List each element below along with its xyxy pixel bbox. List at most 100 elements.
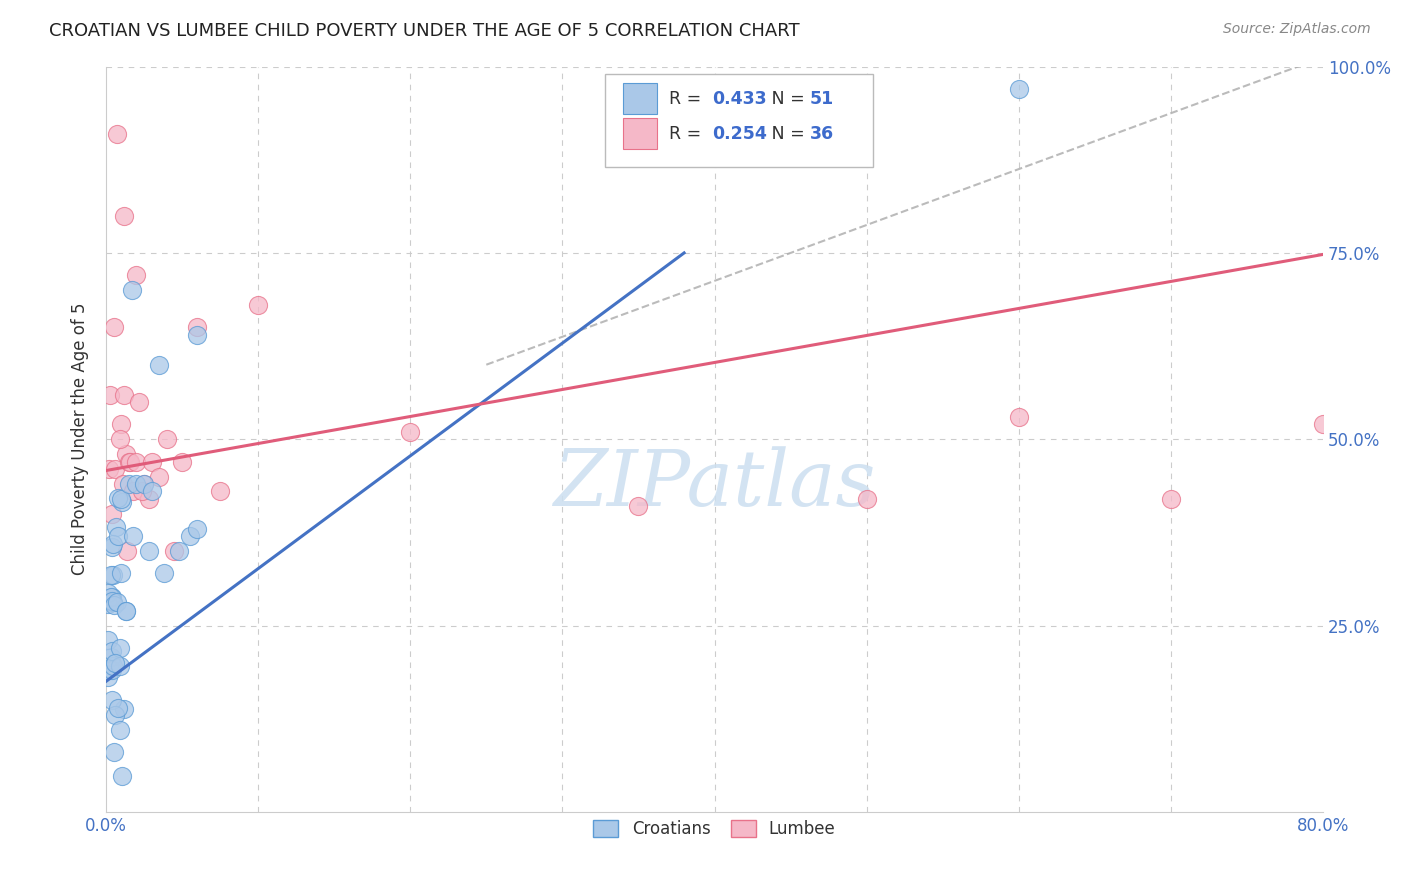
Point [148, 469, 170, 483]
Point [107, 529, 129, 543]
Point [125, 454, 148, 468]
Point [108, 658, 131, 673]
Point [108, 432, 131, 446]
Point [110, 495, 132, 509]
Point [138, 491, 160, 506]
Point [118, 454, 141, 468]
Point [104, 520, 127, 534]
Point [97, 462, 120, 476]
Point [186, 522, 208, 536]
Point [141, 484, 163, 499]
Point [100, 567, 122, 582]
Point [167, 544, 190, 558]
Point [103, 745, 125, 759]
Text: N =: N = [755, 90, 810, 108]
Point [627, 500, 650, 514]
Text: 36: 36 [810, 125, 834, 143]
Text: CROATIAN VS LUMBEE CHILD POVERTY UNDER THE AGE OF 5 CORRELATION CHART: CROATIAN VS LUMBEE CHILD POVERTY UNDER T… [49, 22, 800, 40]
Point [101, 507, 124, 521]
Point [247, 298, 270, 312]
Point [103, 598, 125, 612]
Text: 0.254: 0.254 [711, 125, 766, 143]
Point [110, 566, 132, 581]
Point [121, 283, 143, 297]
Point [132, 477, 155, 491]
Legend: Croatians, Lumbee: Croatians, Lumbee [586, 813, 842, 845]
Point [125, 268, 148, 283]
Point [100, 387, 122, 401]
Bar [623, 118, 658, 149]
Point [112, 387, 135, 401]
Point [104, 462, 127, 476]
FancyBboxPatch shape [605, 74, 873, 167]
Point [110, 417, 132, 432]
Point [110, 491, 132, 506]
Point [105, 127, 128, 141]
Point [103, 537, 125, 551]
Point [108, 640, 131, 655]
Point [114, 604, 136, 618]
Point [98, 663, 121, 677]
Point [112, 701, 135, 715]
Point [103, 658, 125, 673]
Point [1008, 409, 1031, 424]
Text: Source: ZipAtlas.com: Source: ZipAtlas.com [1223, 22, 1371, 37]
Point [122, 529, 145, 543]
Point [156, 432, 179, 446]
Point [100, 644, 122, 658]
Point [112, 209, 135, 223]
Point [103, 567, 125, 582]
Point [111, 477, 134, 491]
Point [111, 769, 134, 783]
Point [1312, 417, 1334, 432]
Point [855, 491, 877, 506]
Text: N =: N = [755, 125, 810, 143]
Point [100, 594, 122, 608]
Point [163, 544, 186, 558]
Text: ZIPatlas: ZIPatlas [554, 446, 876, 522]
Point [148, 358, 170, 372]
Point [208, 484, 231, 499]
Point [114, 604, 136, 618]
Text: R =: R = [669, 125, 707, 143]
Point [101, 590, 124, 604]
Point [122, 484, 145, 499]
Point [399, 425, 422, 439]
Point [105, 595, 128, 609]
Point [101, 540, 124, 554]
Point [101, 693, 124, 707]
Point [118, 477, 141, 491]
Point [1160, 491, 1182, 506]
Point [114, 447, 136, 461]
Point [104, 656, 127, 670]
Point [104, 708, 127, 723]
Text: 51: 51 [810, 90, 834, 108]
Point [141, 454, 163, 468]
Text: 0.433: 0.433 [711, 90, 766, 108]
Point [96, 633, 118, 648]
Point [186, 327, 208, 342]
Point [138, 544, 160, 558]
Point [100, 591, 122, 605]
Point [1008, 82, 1031, 96]
Point [128, 395, 150, 409]
Bar [623, 83, 658, 114]
Point [131, 484, 153, 499]
Point [97, 670, 120, 684]
Text: R =: R = [669, 90, 707, 108]
Point [107, 700, 129, 714]
Point [107, 491, 129, 505]
Y-axis label: Child Poverty Under the Age of 5: Child Poverty Under the Age of 5 [72, 303, 89, 575]
Point [125, 477, 148, 491]
Point [179, 529, 201, 543]
Point [132, 477, 155, 491]
Point [101, 595, 124, 609]
Point [97, 597, 120, 611]
Point [100, 663, 122, 677]
Point [170, 454, 193, 468]
Point [120, 454, 142, 468]
Point [152, 566, 174, 581]
Point [186, 320, 208, 334]
Point [108, 723, 131, 737]
Point [115, 544, 138, 558]
